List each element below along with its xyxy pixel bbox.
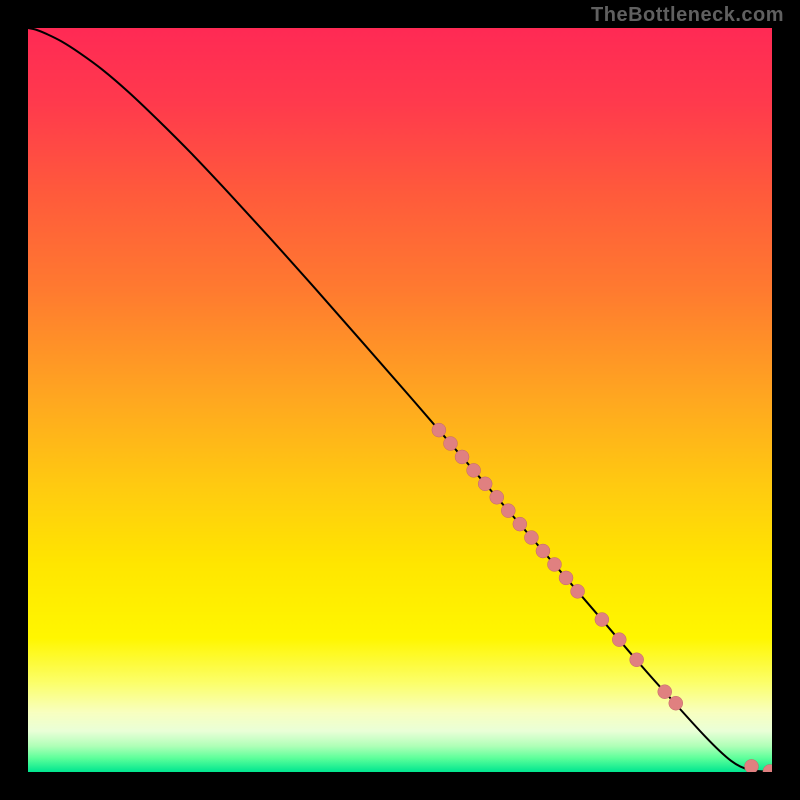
curve-marker: [432, 423, 446, 437]
curve-marker: [658, 685, 672, 699]
plot-area: [28, 28, 772, 772]
curve-marker: [536, 544, 550, 558]
curve-marker: [763, 764, 772, 772]
curve-marker: [744, 759, 758, 772]
curve-marker: [524, 531, 538, 545]
curve-marker: [501, 504, 515, 518]
curve-marker: [467, 463, 481, 477]
curve-marker: [612, 633, 626, 647]
curve-marker: [513, 517, 527, 531]
curve-marker: [490, 490, 504, 504]
curve-layer: [28, 28, 772, 772]
curve-marker: [571, 584, 585, 598]
curve-line: [28, 28, 772, 772]
curve-marker: [443, 437, 457, 451]
curve-marker: [559, 571, 573, 585]
curve-marker: [547, 557, 561, 571]
chart-canvas: TheBottleneck.com: [0, 0, 800, 800]
curve-marker: [630, 653, 644, 667]
curve-marker: [595, 613, 609, 627]
curve-marker: [478, 477, 492, 491]
curve-marker: [455, 450, 469, 464]
curve-marker: [669, 696, 683, 710]
watermark-text: TheBottleneck.com: [591, 4, 784, 27]
